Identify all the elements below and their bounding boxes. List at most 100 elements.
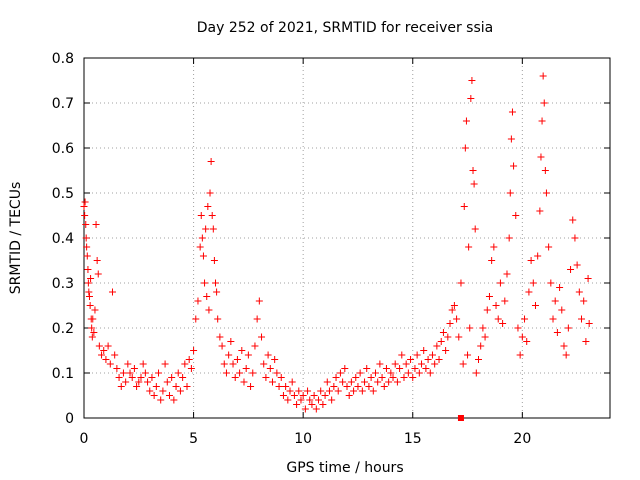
x-axis-label: GPS time / hours: [286, 460, 403, 476]
data-point: [102, 356, 110, 363]
data-point: [545, 243, 553, 251]
data-point: [422, 365, 430, 372]
data-point: [308, 401, 316, 408]
data-point: [277, 374, 285, 381]
data-point: [299, 392, 307, 399]
data-point: [367, 374, 375, 381]
data-point: [126, 369, 134, 377]
data-point: [578, 315, 586, 323]
data-point: [420, 347, 428, 354]
data-point: [213, 288, 221, 296]
data-point: [260, 360, 268, 368]
data-point: [290, 392, 298, 399]
y-tick-label: 0.2: [52, 321, 74, 337]
data-point: [512, 212, 520, 219]
data-point: [240, 378, 248, 386]
data-point: [100, 347, 108, 354]
data-point: [98, 351, 106, 359]
data-point: [525, 288, 533, 296]
data-point: [523, 338, 531, 345]
data-point: [475, 356, 482, 363]
data-point: [197, 212, 205, 219]
data-point: [89, 315, 97, 323]
data-point: [227, 338, 235, 345]
data-point: [81, 198, 89, 206]
y-tick-label: 0.7: [52, 96, 74, 112]
grid-lines: [84, 58, 610, 418]
data-point: [382, 365, 390, 372]
data-point: [268, 378, 276, 386]
data-point: [462, 117, 470, 125]
data-point: [459, 360, 467, 368]
data-point: [88, 333, 96, 341]
data-point: [179, 374, 187, 381]
y-tick-label: 0.6: [52, 141, 74, 157]
data-point: [514, 324, 522, 332]
data-point: [275, 383, 283, 390]
y-tick-label: 0.1: [52, 366, 74, 382]
data-point: [558, 306, 566, 314]
data-point: [536, 207, 544, 215]
data-point: [122, 378, 130, 386]
data-point: [471, 225, 479, 233]
data-point: [472, 369, 480, 377]
data-point: [222, 369, 230, 377]
x-tick-label: 5: [189, 431, 198, 447]
data-point: [358, 387, 366, 395]
data-point: [273, 369, 281, 377]
data-point: [501, 297, 509, 305]
data-point: [301, 405, 309, 413]
data-point: [104, 342, 112, 350]
data-point: [128, 374, 136, 381]
data-point: [347, 378, 355, 386]
data-point: [148, 374, 156, 381]
data-point: [542, 189, 550, 197]
data-point: [411, 365, 419, 372]
data-point: [82, 234, 90, 242]
data-point: [455, 333, 463, 341]
data-point: [310, 392, 318, 399]
data-point: [569, 216, 577, 224]
data-point: [494, 315, 502, 323]
data-point: [176, 387, 184, 395]
data-point: [507, 135, 515, 143]
data-point: [209, 225, 217, 233]
data-point: [431, 360, 439, 368]
data-point: [282, 383, 290, 390]
data-point: [111, 351, 119, 359]
data-point: [352, 374, 360, 381]
data-point: [159, 387, 167, 395]
data-point: [585, 320, 593, 327]
data-point: [457, 279, 465, 287]
data-point: [157, 396, 165, 404]
data-point: [236, 369, 244, 377]
data-point: [539, 72, 547, 80]
data-point: [185, 356, 193, 363]
data-point: [323, 378, 331, 386]
data-point: [216, 333, 224, 341]
data-point: [244, 351, 252, 359]
data-point: [212, 279, 219, 287]
data-point: [91, 306, 99, 314]
data-point: [279, 392, 287, 399]
data-point: [87, 275, 95, 282]
data-point: [538, 117, 546, 125]
data-point: [321, 392, 329, 399]
data-point: [172, 383, 180, 390]
data-point: [387, 369, 395, 377]
data-point: [453, 315, 461, 323]
data-point: [450, 302, 458, 309]
data-point: [575, 288, 583, 296]
data-point: [448, 306, 456, 314]
data-point: [503, 270, 511, 278]
data-point: [233, 356, 241, 363]
data-point: [210, 257, 218, 264]
data-point: [161, 360, 169, 368]
data-point: [488, 257, 496, 264]
data-point: [580, 297, 588, 305]
data-point: [141, 369, 149, 377]
data-point: [205, 306, 213, 314]
data-point: [82, 221, 90, 228]
data-point: [413, 351, 421, 359]
data-point: [306, 396, 314, 404]
